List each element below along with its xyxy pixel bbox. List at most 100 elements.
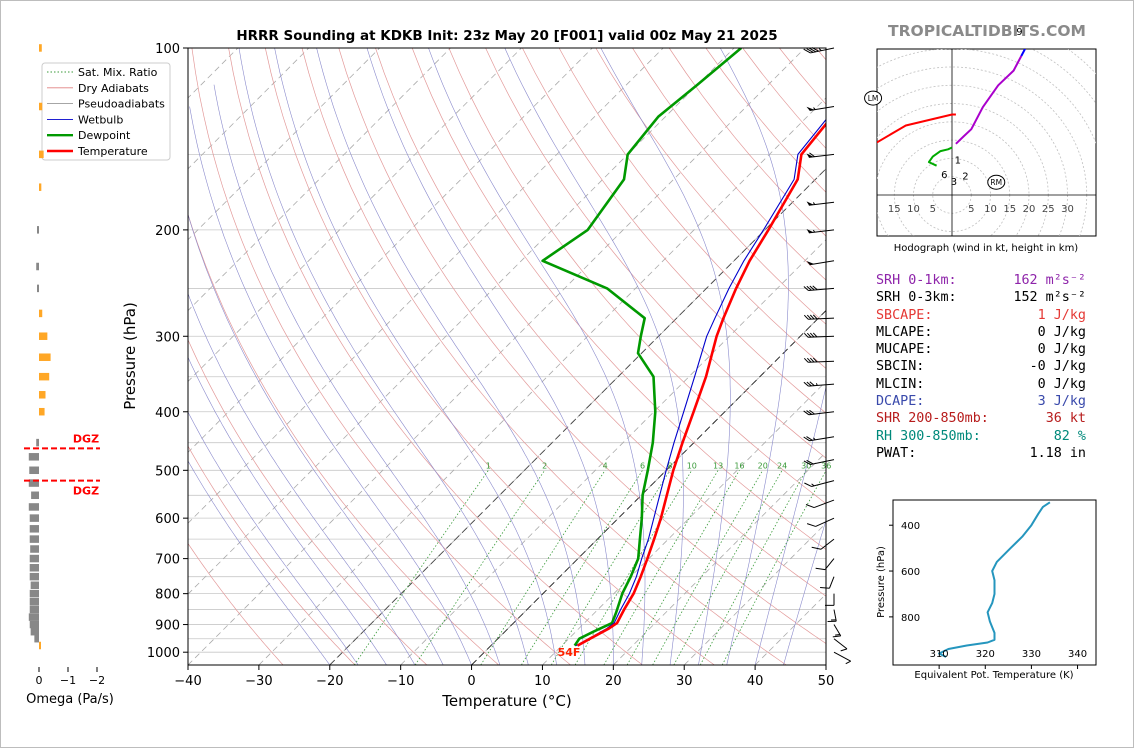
parameter-row: SRH 0-3km: 152 m²s⁻² [876,289,1106,306]
theta-e-x-tick-label: 320 [976,649,995,660]
skewt-x-tick-label: 30 [676,674,693,689]
hodograph-ring-label: 5 [968,204,974,215]
hodograph-height-label: 1 [955,155,961,166]
skewt-axes-frame [187,47,827,666]
wind-barb [806,517,835,527]
temperature-profile-line [576,122,826,647]
wind-barb [832,624,842,638]
skewt-y-tick-label: 800 [155,588,180,603]
wind-barb [803,357,835,363]
parameter-label: DCAPE: [876,394,925,410]
mixing-ratio-label: 10 [687,461,697,470]
skewt-legend: Sat. Mix. Ratio Dry Adiabats Pseudoadiabat… [41,62,171,161]
parameter-value: -0 J/kg [1029,359,1086,375]
skewt-x-tick-label: −20 [316,674,343,689]
skewt-y-axis-label: Pressure (hPa) [121,302,139,410]
skewt-y-tick-label: 300 [155,330,180,345]
wind-barb [803,47,835,54]
mixing-ratio-label: 2 [542,461,547,470]
omega-bar [30,545,39,553]
omega-x-tick-label: −1 [60,674,76,687]
omega-bar [29,572,39,581]
skewt-y-tick-label: 400 [155,406,180,421]
omega-bar [37,284,39,293]
omega-bar [28,453,39,461]
omega-bar [28,613,39,621]
mixing-ratio-label: 24 [777,461,787,470]
wind-barb [804,480,835,487]
wind-barb [806,229,835,234]
omega-bar [29,620,39,629]
omega-axis-label: Omega (Pa/s) [26,692,114,707]
hodograph-height-label: 6 [941,170,947,181]
hodograph-ring-label: 30 [1061,204,1074,215]
theta-e-x-tick-label: 330 [1022,649,1041,660]
parameter-label: SBCIN: [876,359,925,375]
parameter-row: MLCIN: 0 J/kg [876,376,1106,393]
omega-bar [29,466,39,475]
storm-motion-marker [987,174,1006,190]
skewt-x-tick-label: 50 [818,674,835,689]
mixing-ratio-label: 16 [734,461,744,470]
omega-bar [39,353,51,361]
wind-barb [803,314,835,320]
surface-temperature-label: 54F [558,646,581,659]
omega-bar [29,605,39,614]
hodograph-segment-line [877,113,956,144]
theta-e-trace [938,501,1051,658]
omega-x-tick-label: −2 [89,674,105,687]
wind-barb [833,651,851,665]
wind-barb [806,260,835,266]
theta-e-line [938,501,1051,658]
storm-motion-label: RM [990,178,1002,187]
hodograph-ring-label: 15 [888,204,901,215]
hodograph-height-label: 3 [951,177,957,188]
skewt-y-ticks: 100 200 300 400 500 600 700 800 900 1000 [147,42,188,661]
legend-entry: Dry Adiabats [78,82,149,95]
omega-bar [34,634,39,643]
legend-box [41,62,171,161]
wind-barb [833,638,848,652]
omega-bar [29,514,39,522]
skewt-x-tick-label: 20 [605,674,622,689]
wind-barbs [803,47,851,665]
parameter-row: RH 300-850mb: 82 % [876,428,1106,445]
legend-entry: Sat. Mix. Ratio [78,66,158,79]
mixing-ratio-label: 20 [758,461,768,470]
legend-entry: Pseudoadiabats [78,98,165,111]
wind-barb [811,538,835,550]
skewt-y-tick-label: 600 [155,512,180,527]
omega-bar [31,491,39,500]
parameter-row: MLCAPE: 0 J/kg [876,324,1106,341]
hodograph-segment-line [955,55,1023,145]
skewt-y-tick-label: 100 [155,42,180,57]
skewt-x-tick-label: −10 [387,674,414,689]
parameter-label: SHR 200-850mb: [876,411,989,427]
hodograph-trace [877,49,1027,167]
mixing-ratio-label: 1 [486,461,491,470]
parameter-label: SBCAPE: [876,307,933,323]
parameter-row: MUCAPE: 0 J/kg [876,341,1106,358]
hodograph-height-label: 2 [962,172,968,183]
hodograph-ring-label: 10 [907,204,920,215]
parameter-value: 82 % [1053,428,1086,444]
wind-barb [806,201,835,206]
parameter-row: SHR 200-850mb: 36 kt [876,410,1106,427]
theta-e-ticks: 310 320 330 340 400 600 800 [889,521,1087,669]
omega-bar [29,589,39,598]
omega-bar [39,391,46,399]
hodograph-rings [877,49,1096,236]
wind-barb [803,409,835,416]
omega-x-tick-label: 0 [36,674,43,687]
wind-barb [820,576,835,589]
omega-bar [28,479,39,487]
wind-barb [806,106,835,112]
parameter-row: DCAPE: 3 J/kg [876,393,1106,410]
skewt-y-tick-label: 1000 [147,646,180,661]
wind-barb [805,499,835,509]
omega-bar [39,309,43,318]
skewt-y-tick-label: 900 [155,619,180,634]
omega-bar [37,226,39,234]
omega-bar [39,150,44,159]
